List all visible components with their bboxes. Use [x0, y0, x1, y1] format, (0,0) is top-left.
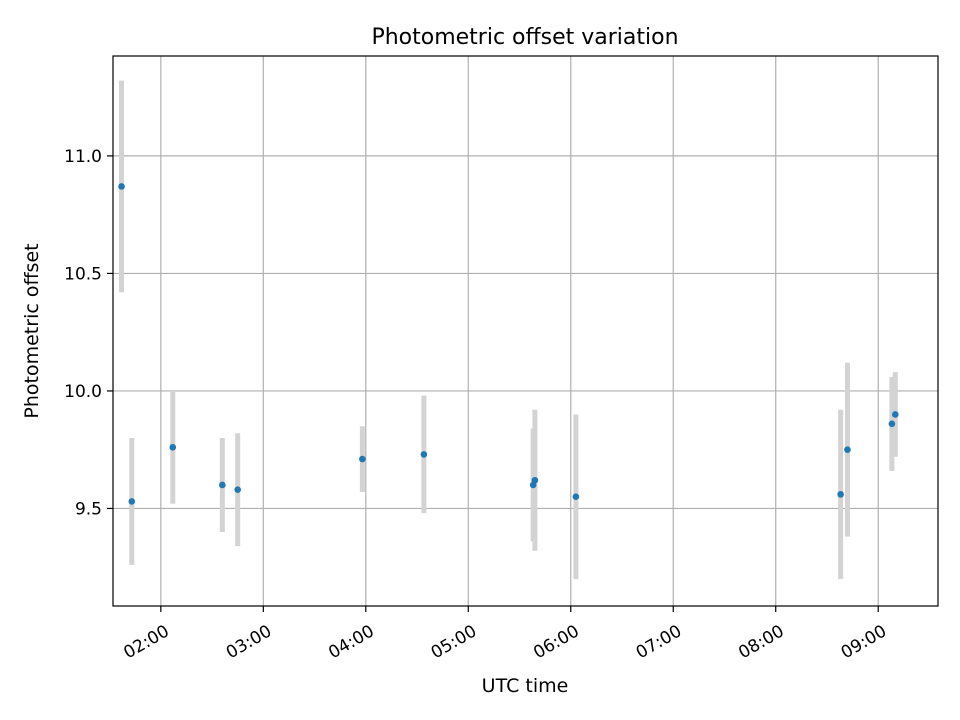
- data-point: [420, 451, 428, 458]
- y-tick-label: 11.0: [64, 147, 102, 167]
- plot-frame: [112, 55, 939, 607]
- y-tick-label: 10.5: [64, 264, 102, 284]
- data-point: [531, 476, 539, 484]
- data-point: [169, 444, 177, 451]
- data-point: [888, 420, 896, 428]
- data-point: [219, 481, 226, 489]
- data-point: [118, 183, 125, 190]
- data-points: [118, 183, 899, 505]
- x-axis-label: UTC time: [482, 675, 569, 697]
- data-point: [572, 493, 580, 501]
- data-point: [234, 486, 241, 493]
- data-point: [844, 446, 851, 453]
- grid-lines: [113, 56, 938, 606]
- y-tick-label: 10.0: [64, 382, 102, 402]
- y-axis-label: Photometric offset: [21, 243, 43, 418]
- y-axis-ticks: 9.5 10.0 10.5 11.0: [64, 147, 113, 519]
- data-point: [128, 498, 136, 505]
- chart-title: Photometric offset variation: [371, 25, 678, 50]
- data-point: [837, 491, 844, 498]
- data-point: [891, 411, 899, 418]
- y-tick-label: 9.5: [75, 499, 102, 519]
- data-point: [359, 455, 366, 463]
